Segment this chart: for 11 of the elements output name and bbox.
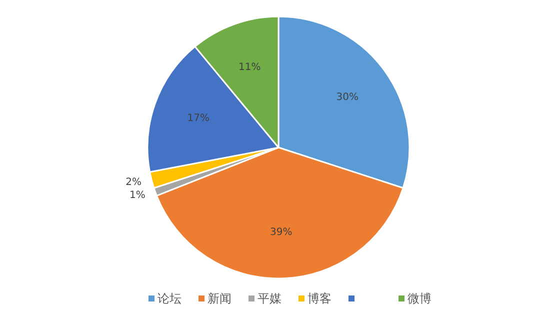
- data-label: 1%: [130, 190, 146, 201]
- legend-label: 微博: [408, 292, 432, 306]
- data-label: 30%: [336, 92, 359, 103]
- data-label: 2%: [126, 176, 142, 188]
- legend-label: 论坛: [158, 292, 182, 306]
- legend-label: 新闻: [208, 292, 232, 306]
- data-label: 17%: [187, 113, 210, 124]
- data-label: 11%: [238, 62, 261, 73]
- data-label: 39%: [270, 227, 292, 238]
- legend-label: 博客: [308, 292, 332, 306]
- legend-label: 平媒: [258, 292, 282, 306]
